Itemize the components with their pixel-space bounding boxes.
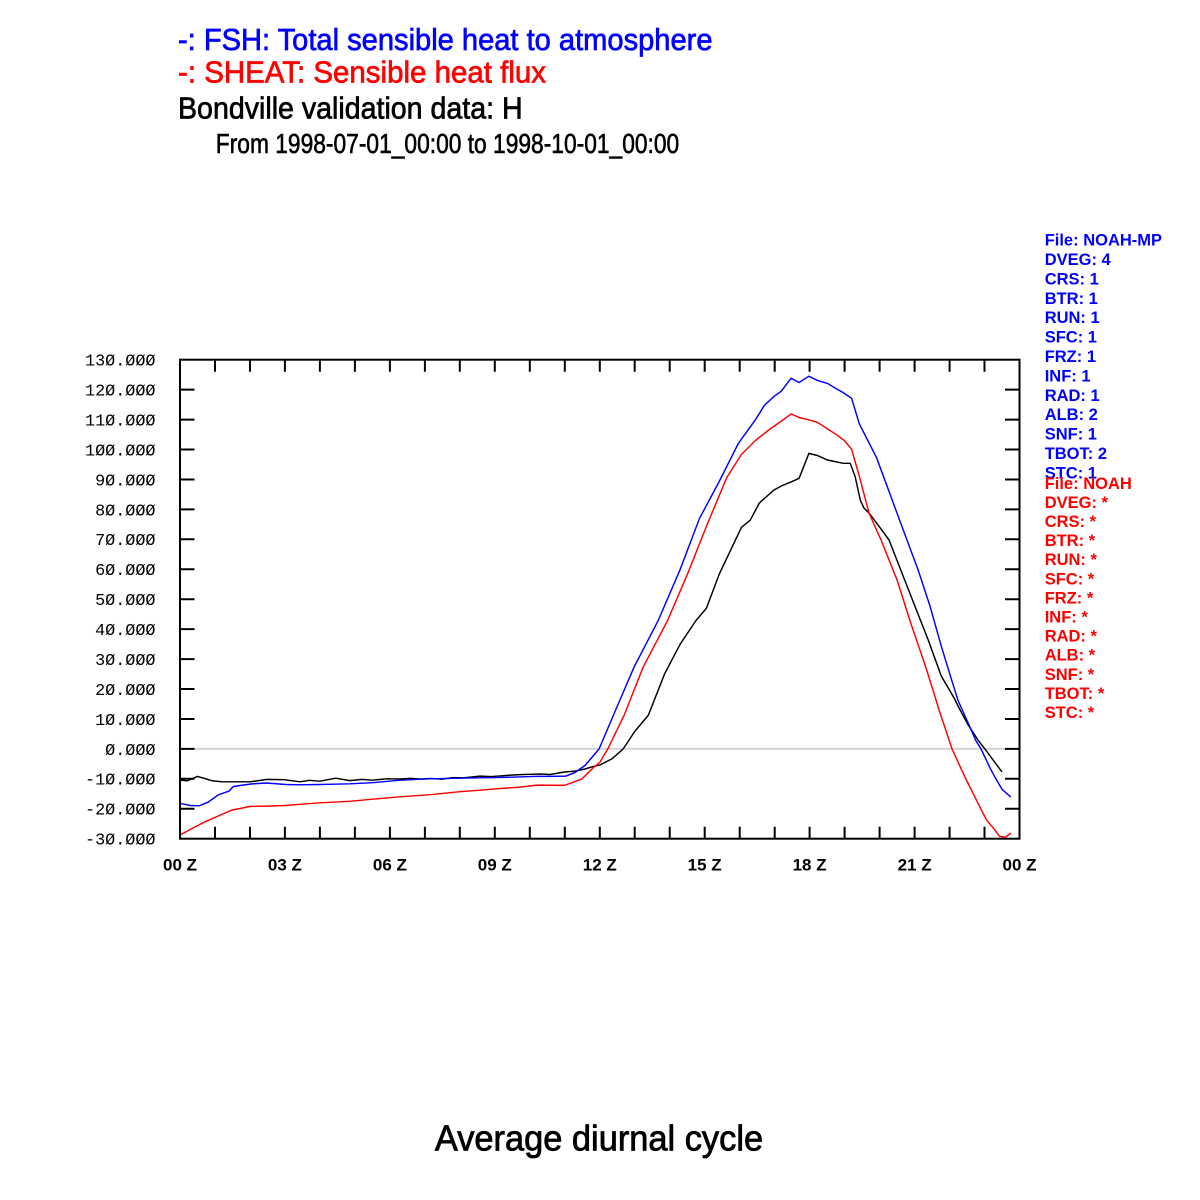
- svg-text:4Ø.ØØØ: 4Ø.ØØØ: [95, 622, 155, 641]
- svg-text:DVEG: *: DVEG: *: [1045, 494, 1109, 512]
- svg-text:SFC: *: SFC: *: [1045, 570, 1095, 588]
- svg-text:9Ø.ØØØ: 9Ø.ØØØ: [95, 472, 155, 491]
- svg-text:1ØØ.ØØØ: 1ØØ.ØØØ: [85, 442, 156, 461]
- svg-text:DVEG: 4: DVEG: 4: [1045, 251, 1112, 269]
- svg-text:-: SHEAT: Sensible heat flux: -: SHEAT: Sensible heat flux: [178, 55, 546, 90]
- svg-text:SNF: 1: SNF: 1: [1045, 426, 1097, 444]
- svg-text:-: FSH: Total sensible heat to: -: FSH: Total sensible heat to atmospher…: [178, 22, 713, 57]
- svg-text:SFC: 1: SFC: 1: [1045, 329, 1097, 347]
- svg-text:00 Z: 00 Z: [163, 855, 197, 874]
- svg-text:7Ø.ØØØ: 7Ø.ØØØ: [95, 532, 155, 551]
- svg-text:09 Z: 09 Z: [478, 855, 512, 874]
- svg-text:03 Z: 03 Z: [268, 855, 302, 874]
- svg-text:00 Z: 00 Z: [1002, 855, 1036, 874]
- svg-text:CRS: 1: CRS: 1: [1045, 270, 1099, 288]
- svg-text:-3Ø.ØØØ: -3Ø.ØØØ: [85, 832, 156, 851]
- svg-text:RUN: 1: RUN: 1: [1045, 309, 1100, 327]
- svg-text:BTR: 1: BTR: 1: [1045, 290, 1098, 308]
- svg-text:INF: *: INF: *: [1045, 609, 1089, 627]
- svg-text:File: NOAH: File: NOAH: [1045, 475, 1132, 493]
- svg-text:RUN: *: RUN: *: [1045, 551, 1098, 569]
- svg-text:21 Z: 21 Z: [898, 855, 932, 874]
- svg-text:FRZ: 1: FRZ: 1: [1045, 348, 1096, 366]
- svg-text:FRZ: *: FRZ: *: [1045, 589, 1094, 607]
- svg-text:15 Z: 15 Z: [688, 855, 722, 874]
- svg-text:ALB: *: ALB: *: [1045, 647, 1096, 665]
- svg-text:18 Z: 18 Z: [793, 855, 827, 874]
- svg-text:11Ø.ØØØ: 11Ø.ØØØ: [85, 413, 156, 432]
- svg-text:8Ø.ØØØ: 8Ø.ØØØ: [95, 502, 155, 521]
- svg-text:13Ø.ØØØ: 13Ø.ØØØ: [85, 353, 156, 372]
- svg-text:-1Ø.ØØØ: -1Ø.ØØØ: [85, 772, 156, 791]
- svg-text:CRS: *: CRS: *: [1045, 513, 1097, 531]
- svg-text:5Ø.ØØØ: 5Ø.ØØØ: [95, 592, 155, 611]
- svg-text:File: NOAH-MP: File: NOAH-MP: [1045, 232, 1162, 250]
- svg-text:TBOT: 2: TBOT: 2: [1045, 445, 1107, 463]
- svg-text:RAD: 1: RAD: 1: [1045, 387, 1100, 405]
- svg-text:-2Ø.ØØØ: -2Ø.ØØØ: [85, 802, 156, 821]
- svg-text:SNF: *: SNF: *: [1045, 666, 1095, 684]
- svg-text:INF: 1: INF: 1: [1045, 367, 1091, 385]
- svg-text:STC: *: STC: *: [1045, 704, 1095, 722]
- svg-text:RAD: *: RAD: *: [1045, 628, 1098, 646]
- svg-text:2Ø.ØØØ: 2Ø.ØØØ: [95, 682, 155, 701]
- svg-text:BTR: *: BTR: *: [1045, 532, 1096, 550]
- svg-text:3Ø.ØØØ: 3Ø.ØØØ: [95, 652, 155, 671]
- svg-text:From 1998-07-01_00:00 to 1998-: From 1998-07-01_00:00 to 1998-10-01_00:0…: [216, 128, 679, 159]
- svg-text:1Ø.ØØØ: 1Ø.ØØØ: [95, 712, 155, 731]
- svg-text:12 Z: 12 Z: [583, 855, 617, 874]
- svg-text:Average diurnal cycle: Average diurnal cycle: [435, 1118, 763, 1159]
- svg-text:ALB: 2: ALB: 2: [1045, 406, 1098, 424]
- svg-text:6Ø.ØØØ: 6Ø.ØØØ: [95, 562, 155, 581]
- svg-text:Ø.ØØØ: Ø.ØØØ: [105, 742, 155, 761]
- svg-text:12Ø.ØØØ: 12Ø.ØØØ: [85, 383, 156, 402]
- svg-text:06 Z: 06 Z: [373, 855, 407, 874]
- svg-text:TBOT: *: TBOT: *: [1045, 685, 1105, 703]
- svg-text:STC: 1: STC: 1: [1045, 464, 1097, 482]
- svg-text:Bondville validation data: H: Bondville validation data: H: [178, 90, 523, 125]
